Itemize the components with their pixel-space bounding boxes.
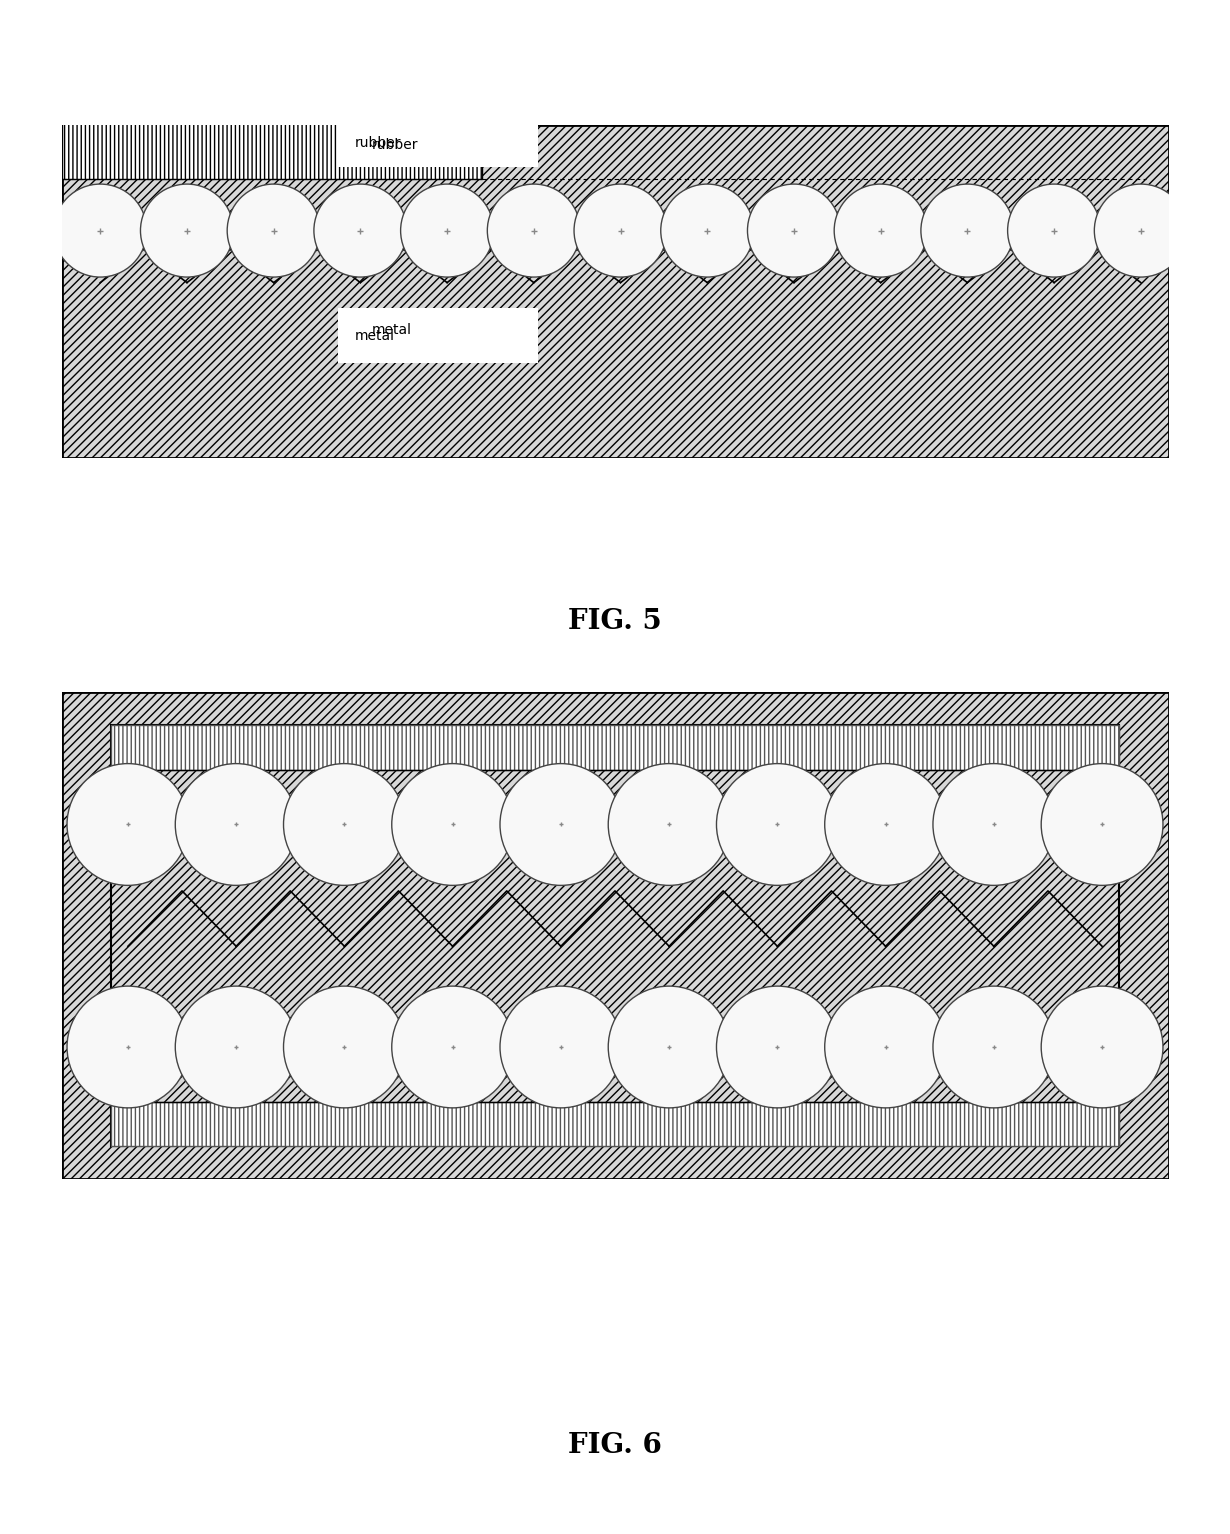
Circle shape xyxy=(608,764,731,885)
Circle shape xyxy=(283,986,405,1108)
Circle shape xyxy=(283,764,405,885)
Circle shape xyxy=(66,764,189,885)
Circle shape xyxy=(228,184,320,278)
Circle shape xyxy=(487,184,581,278)
Text: metal: metal xyxy=(371,324,412,337)
Circle shape xyxy=(391,764,514,885)
Circle shape xyxy=(932,986,1054,1108)
Text: metal: metal xyxy=(355,328,395,342)
Circle shape xyxy=(748,184,840,278)
Text: rubber: rubber xyxy=(371,138,418,152)
Circle shape xyxy=(175,764,296,885)
Text: rubber: rubber xyxy=(355,137,401,150)
Circle shape xyxy=(716,764,838,885)
Bar xyxy=(111,1101,1119,1146)
Bar xyxy=(338,308,538,364)
Circle shape xyxy=(140,184,234,278)
Circle shape xyxy=(824,764,946,885)
Circle shape xyxy=(175,986,296,1108)
Circle shape xyxy=(499,764,621,885)
Circle shape xyxy=(314,184,407,278)
Circle shape xyxy=(66,986,189,1108)
Circle shape xyxy=(391,986,514,1108)
Circle shape xyxy=(1041,764,1164,885)
Circle shape xyxy=(574,184,667,278)
Circle shape xyxy=(824,986,946,1108)
Bar xyxy=(62,118,482,178)
Circle shape xyxy=(1041,986,1164,1108)
Bar xyxy=(338,112,538,167)
Circle shape xyxy=(608,986,731,1108)
Circle shape xyxy=(1095,184,1187,278)
Circle shape xyxy=(661,184,754,278)
Bar xyxy=(111,726,1119,770)
Circle shape xyxy=(401,184,493,278)
Bar xyxy=(111,726,1119,1146)
Circle shape xyxy=(1007,184,1101,278)
Circle shape xyxy=(499,986,621,1108)
Circle shape xyxy=(54,184,146,278)
Text: FIG. 5: FIG. 5 xyxy=(568,607,662,635)
Circle shape xyxy=(716,986,838,1108)
Circle shape xyxy=(921,184,1014,278)
Circle shape xyxy=(932,764,1054,885)
Text: FIG. 6: FIG. 6 xyxy=(568,1431,662,1459)
Circle shape xyxy=(834,184,927,278)
